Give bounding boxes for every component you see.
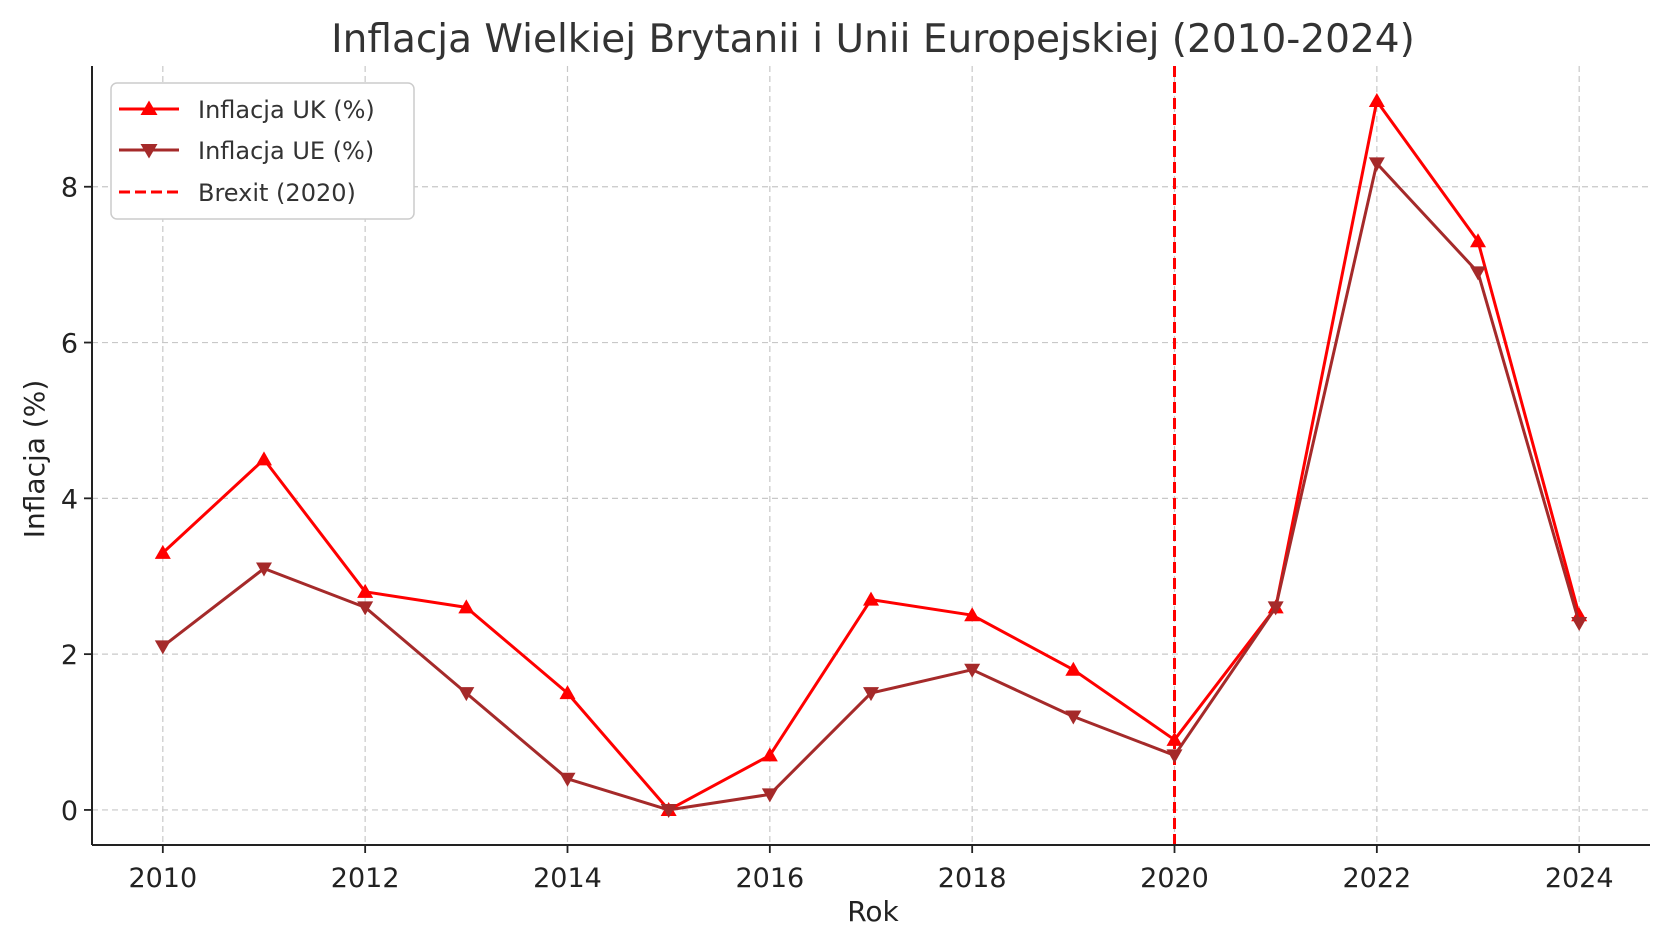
x-tick-label: 2016 [735, 863, 804, 894]
data-point-eu [1267, 601, 1284, 616]
data-point-eu [154, 640, 171, 655]
data-point-eu [863, 687, 879, 702]
data-point-uk [1368, 93, 1385, 108]
data-point-eu [964, 663, 981, 678]
legend-entry-eu: Inflacja UE (%) [119, 137, 374, 165]
legend-label-eu: Inflacja UE (%) [198, 137, 374, 165]
data-point-uk [761, 747, 778, 762]
data-point-eu [1065, 710, 1082, 725]
legend-label-uk: Inflacja UK (%) [198, 96, 375, 124]
x-tick-label: 2018 [938, 863, 1007, 894]
data-point-uk [458, 599, 475, 614]
x-tick-label: 2014 [533, 863, 602, 894]
legend-marker-eu [140, 144, 158, 159]
y-tick-label: 4 [61, 484, 78, 515]
data-point-uk [357, 583, 374, 598]
x-axis-label: Rok [847, 895, 899, 928]
data-point-uk [154, 544, 171, 559]
legend-label-brexit: Brexit (2020) [198, 179, 356, 207]
series-layer [154, 93, 1588, 818]
data-point-eu [559, 772, 576, 787]
x-tick-label: 2012 [331, 863, 400, 894]
legend-entry-uk: Inflacja UK (%) [119, 96, 375, 124]
data-point-eu [761, 788, 778, 803]
data-point-eu [1368, 157, 1385, 172]
data-point-eu [458, 687, 475, 702]
x-tick-label: 2020 [1140, 863, 1209, 894]
legend-entry-brexit: Brexit (2020) [119, 179, 356, 207]
y-axis-label: Inflacja (%) [18, 380, 51, 538]
data-point-uk [964, 607, 981, 622]
data-point-uk [1166, 731, 1183, 746]
data-point-eu [1571, 616, 1588, 631]
y-tick-label: 6 [61, 329, 78, 360]
chart-title: Inflacja Wielkiej Brytanii i Unii Europe… [331, 17, 1415, 62]
y-tick-label: 2 [61, 640, 78, 671]
data-point-uk [1470, 233, 1487, 248]
data-point-eu [1166, 749, 1183, 764]
legend: Inflacja UK (%) Inflacja UE (%) Brexit (… [110, 82, 415, 220]
x-tick-label: 2024 [1545, 863, 1614, 894]
data-point-eu [357, 601, 374, 616]
y-tick-label: 0 [61, 796, 78, 827]
data-point-eu [660, 803, 677, 818]
axes [84, 66, 1650, 853]
data-point-uk [559, 685, 576, 700]
series-line-eu [161, 161, 1581, 812]
data-point-eu [255, 562, 272, 577]
data-point-uk [1065, 661, 1082, 676]
legend-marker-uk [140, 100, 158, 115]
tick-labels: 2010 2012 2014 2016 2018 2020 2022 2024 0 2 4 6 8 [61, 173, 1614, 894]
y-tick-label: 8 [61, 173, 78, 204]
legend-box [110, 82, 415, 220]
x-tick-label: 2022 [1342, 863, 1411, 894]
data-point-uk [255, 451, 272, 466]
data-point-uk [863, 591, 879, 606]
data-point-eu [1470, 266, 1487, 281]
x-tick-label: 2010 [128, 863, 197, 894]
